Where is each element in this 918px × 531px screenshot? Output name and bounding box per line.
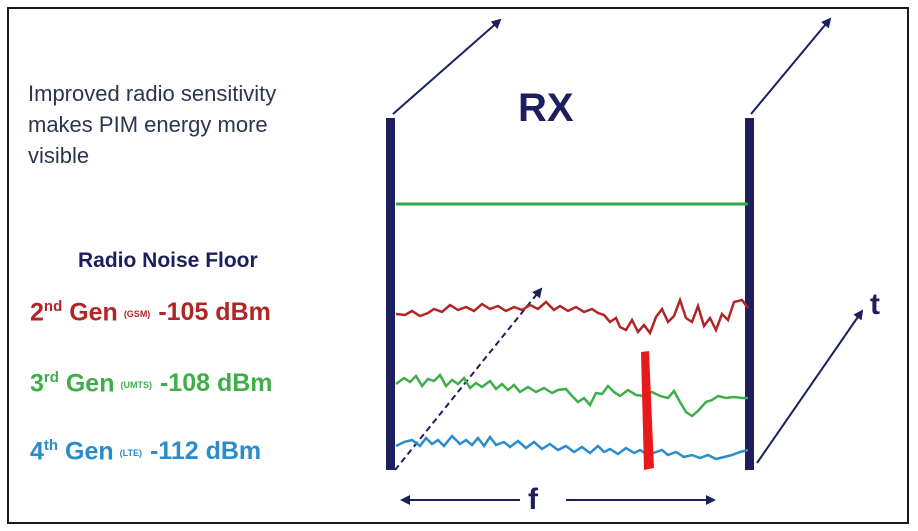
gen-4-word: Gen (65, 437, 114, 466)
left-panel-bar (386, 118, 395, 470)
gen-3-noise-trace (395, 372, 748, 418)
gen-3-tech: (UMTS) (120, 379, 152, 390)
gen-3-suffix: rd (43, 369, 59, 386)
gen-2-word: Gen (69, 298, 118, 327)
pim-spike (641, 351, 654, 470)
gen-4-noise-trace (395, 434, 749, 461)
gen-3-value: -108 dBm (159, 369, 273, 398)
gen-4-suffix: th (43, 437, 59, 454)
intro-line-3: visible (28, 143, 90, 168)
frequency-axis-label: f (528, 483, 538, 516)
noise-floor-title: Radio Noise Floor (78, 249, 258, 272)
right-depth-arrow (750, 17, 832, 115)
gen-2-number: 2 (30, 298, 44, 327)
gen-3-word: Gen (65, 369, 115, 398)
rx-label: RX (518, 86, 574, 130)
gen-2-suffix: nd (43, 298, 63, 315)
gen-4-tech: (LTE) (119, 447, 142, 458)
intro-line-1: Improved radio sensitivity (28, 81, 277, 106)
slide-frame (7, 7, 909, 524)
intro-line-2: makes PIM energy more (28, 112, 268, 137)
left-depth-arrow (392, 18, 502, 115)
time-axis-label: t (870, 288, 880, 321)
gen-2-tech: (GSM) (123, 308, 151, 319)
gen-4-number: 4 (30, 437, 44, 466)
diagonal-dashed-arrow (394, 287, 543, 471)
gen-3-number: 3 (30, 369, 44, 398)
gen-4-value: -112 dBm (149, 437, 262, 466)
gen-3-label: 3rd Gen (UMTS) -108 dBm (30, 369, 273, 398)
gen-4-label: 4th Gen (LTE) -112 dBm (30, 437, 261, 466)
gen-2-value: -105 dBm (158, 298, 271, 327)
intro-text: Improved radio sensitivity makes PIM ene… (28, 78, 368, 171)
time-axis-arrow (756, 309, 864, 464)
gen-2-noise-trace (395, 296, 749, 336)
gen-2-label: 2nd Gen (GSM) -105 dBm (30, 298, 271, 327)
right-panel-bar (745, 118, 754, 470)
